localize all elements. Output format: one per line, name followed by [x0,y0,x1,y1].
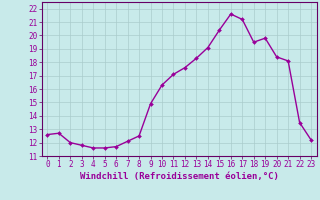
X-axis label: Windchill (Refroidissement éolien,°C): Windchill (Refroidissement éolien,°C) [80,172,279,181]
